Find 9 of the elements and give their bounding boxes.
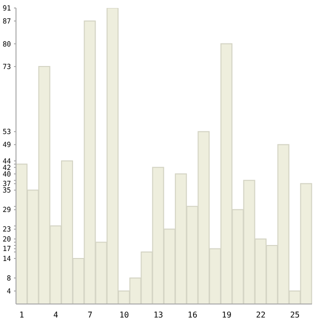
x-tick-label: 1 [19,310,24,320]
x-tick-label: 10 [119,310,130,320]
x-tick-label: 4 [53,310,58,320]
x-tick-label: 22 [256,310,266,320]
x-tick-label: 7 [88,310,93,320]
x-tick-label: 25 [290,310,300,320]
x-tick-label: 13 [153,310,164,320]
x-tick-label: 19 [222,310,232,320]
x-tick-label: 16 [188,310,198,320]
